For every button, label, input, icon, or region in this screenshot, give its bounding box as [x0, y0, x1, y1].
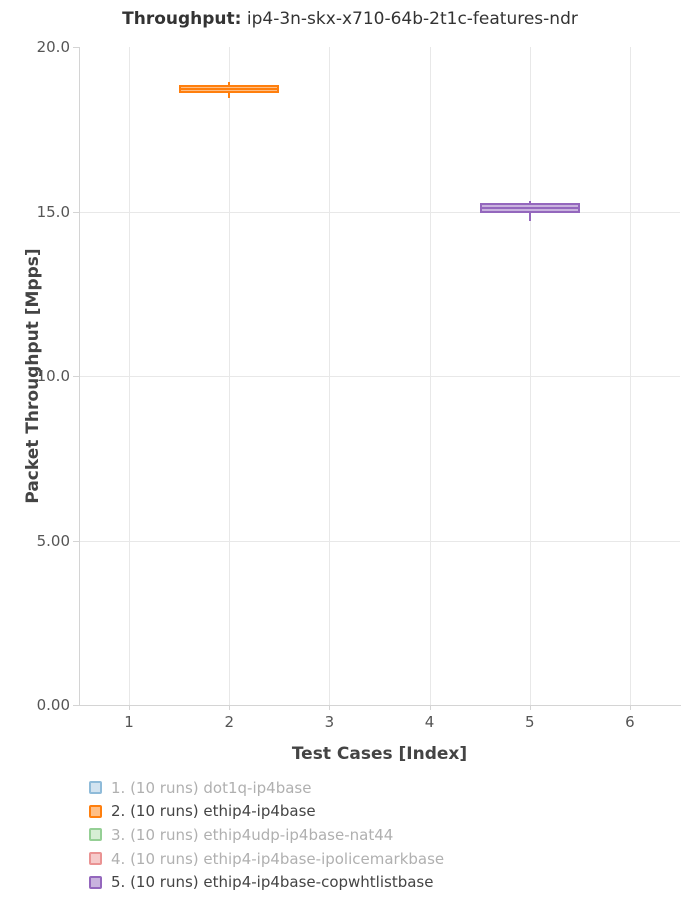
x-tick-label: 1 — [124, 713, 134, 731]
y-tick-mark — [73, 540, 79, 542]
legend-item-label: 2. (10 runs) ethip4-ip4base — [111, 802, 316, 821]
legend-item-label: 5. (10 runs) ethip4-ip4base-copwhtlistba… — [111, 873, 434, 892]
legend-item-label: 3. (10 runs) ethip4udp-ip4base-nat44 — [111, 825, 394, 844]
y-tick-label: 20.0 — [36, 38, 70, 56]
x-tick-label: 5 — [524, 713, 535, 731]
y-tick-mark — [73, 211, 79, 213]
legend-swatch-icon — [89, 804, 102, 818]
y-gridline — [79, 376, 680, 377]
legend-item-1[interactable]: 1. (10 runs) dot1q-ip4base — [89, 776, 444, 800]
y-axis-line — [79, 47, 80, 705]
legend-item-label: 4. (10 runs) ethip4-ip4base-ipolicemarkb… — [111, 849, 445, 868]
x-tick-label: 3 — [324, 713, 335, 731]
x-tick-label: 4 — [424, 713, 435, 731]
box-median — [181, 88, 278, 91]
legend-swatch-icon — [89, 875, 102, 889]
legend-item-2[interactable]: 2. (10 runs) ethip4-ip4base — [89, 800, 444, 824]
y-tick-mark — [73, 705, 79, 706]
x-tick-mark — [429, 705, 431, 710]
y-gridline — [79, 211, 680, 213]
x-tick-mark — [629, 705, 631, 710]
legend-item-3[interactable]: 3. (10 runs) ethip4udp-ip4base-nat44 — [89, 823, 444, 847]
x-tick-mark — [129, 705, 131, 710]
y-tick-mark — [73, 376, 79, 377]
y-tick-label: 0.00 — [36, 696, 70, 714]
box-whisker-low — [228, 93, 231, 98]
legend-swatch-icon — [89, 781, 102, 795]
legend-swatch-icon — [89, 828, 102, 842]
x-tick-mark — [329, 705, 331, 710]
y-tick-mark — [73, 47, 79, 48]
y-tick-label: 15.0 — [36, 202, 70, 221]
chart-title-suffix: ip4-3n-skx-x710-64b-2t1c-features-ndr — [241, 9, 578, 29]
x-axis-line — [79, 705, 681, 706]
box-median — [481, 206, 578, 209]
y-tick-label: 10.0 — [36, 367, 70, 385]
box-whisker-high — [528, 200, 531, 203]
x-tick-label: 6 — [625, 713, 635, 731]
legend-swatch-icon — [89, 852, 102, 866]
legend-item-4[interactable]: 4. (10 runs) ethip4-ip4base-ipolicemarkb… — [89, 847, 444, 871]
legend: 1. (10 runs) dot1q-ip4base 2. (10 runs) e… — [89, 776, 444, 894]
y-gridline — [79, 540, 680, 542]
box-whisker-high — [228, 82, 231, 85]
y-tick-label: 5.00 — [36, 531, 70, 550]
chart-title-prefix: Throughput: — [122, 9, 242, 29]
box-whisker-low — [528, 213, 531, 222]
x-tick-label: 2 — [224, 713, 235, 731]
legend-item-label: 1. (10 runs) dot1q-ip4base — [111, 778, 312, 797]
x-axis-title: Test Cases [Index] — [291, 744, 468, 764]
x-tick-mark — [229, 705, 231, 710]
chart-title: Throughput: ip4-3n-skx-x710-64b-2t1c-fea… — [0, 9, 700, 29]
legend-item-5[interactable]: 5. (10 runs) ethip4-ip4base-copwhtlistba… — [89, 870, 444, 894]
x-tick-mark — [529, 705, 531, 710]
